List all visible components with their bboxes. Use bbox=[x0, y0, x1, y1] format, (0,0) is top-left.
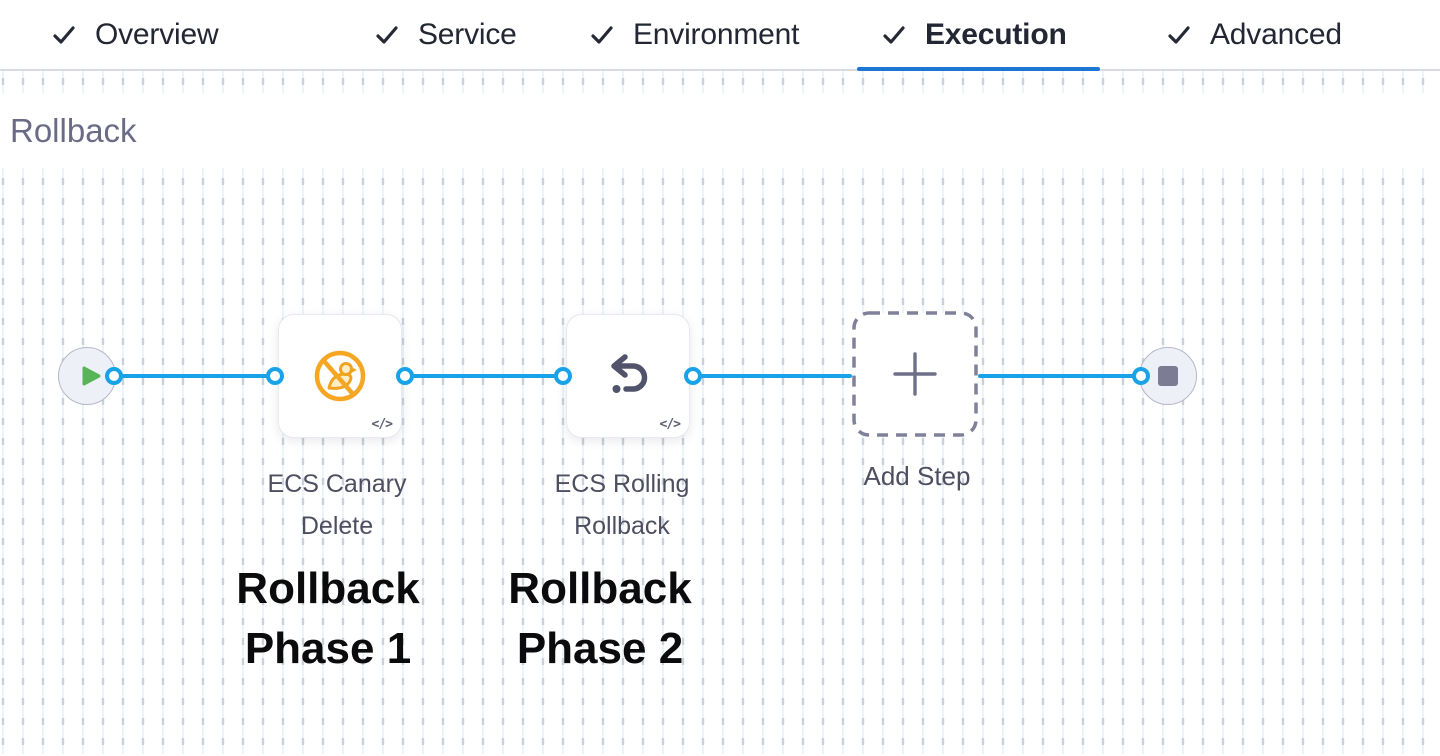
port-start-out[interactable] bbox=[105, 367, 123, 385]
check-icon bbox=[1168, 25, 1190, 44]
ecs-rolling-rollback-icon bbox=[611, 354, 648, 393]
check-icon bbox=[591, 25, 613, 44]
check-icon bbox=[53, 25, 75, 44]
tab-environment[interactable]: Environment bbox=[590, 0, 799, 69]
section-title: Rollback bbox=[10, 111, 137, 149]
tab-label: Service bbox=[418, 17, 517, 51]
tab-label: Environment bbox=[633, 17, 800, 51]
add-step-label: Add Step bbox=[863, 461, 971, 491]
tab-execution[interactable]: Execution bbox=[882, 0, 1067, 69]
tab-service[interactable]: Service bbox=[375, 0, 517, 69]
connector-line bbox=[87, 374, 277, 378]
step-ecs-canary-delete[interactable]: </> bbox=[278, 314, 402, 438]
tab-label: Advanced bbox=[1210, 17, 1342, 51]
code-icon: </> bbox=[659, 417, 682, 432]
check-icon bbox=[376, 25, 398, 44]
connector-line bbox=[978, 374, 1168, 378]
active-tab-underline bbox=[857, 67, 1100, 71]
port-end-in[interactable] bbox=[1132, 367, 1150, 385]
step-label-ecs-rolling-rollback: ECS Rolling Rollback bbox=[554, 470, 690, 540]
grid-background bbox=[0, 71, 1440, 754]
port-step1-out[interactable] bbox=[396, 367, 414, 385]
plus-icon bbox=[893, 352, 937, 396]
step-label-ecs-canary-delete: ECS Canary Delete bbox=[267, 470, 407, 540]
tab-label: Execution bbox=[925, 17, 1067, 51]
connector-line bbox=[693, 374, 852, 378]
stop-icon bbox=[1158, 366, 1178, 386]
tab-label: Overview bbox=[95, 17, 219, 51]
ecs-canary-delete-icon bbox=[314, 350, 366, 402]
pipeline-canvas: Rollback </> </> bbox=[0, 71, 1440, 754]
port-step2-out[interactable] bbox=[684, 367, 702, 385]
port-step2-in[interactable] bbox=[554, 367, 572, 385]
tab-overview[interactable]: Overview bbox=[52, 0, 219, 69]
add-step-button[interactable] bbox=[852, 311, 978, 437]
port-step1-in[interactable] bbox=[266, 367, 284, 385]
annotation-rollback-phase-1: Rollback Phase 1 bbox=[236, 564, 420, 673]
stage-config-tabbar: Overview Service Environment Execution A… bbox=[0, 0, 1440, 71]
step-ecs-rolling-rollback[interactable]: </> bbox=[566, 314, 690, 438]
section-header-band: Rollback bbox=[0, 93, 1440, 168]
annotation-rollback-phase-2: Rollback Phase 2 bbox=[508, 564, 692, 673]
tab-advanced[interactable]: Advanced bbox=[1167, 0, 1342, 69]
check-icon bbox=[883, 25, 905, 44]
code-icon: </> bbox=[371, 417, 394, 432]
play-icon bbox=[82, 366, 100, 386]
connector-line bbox=[403, 374, 563, 378]
